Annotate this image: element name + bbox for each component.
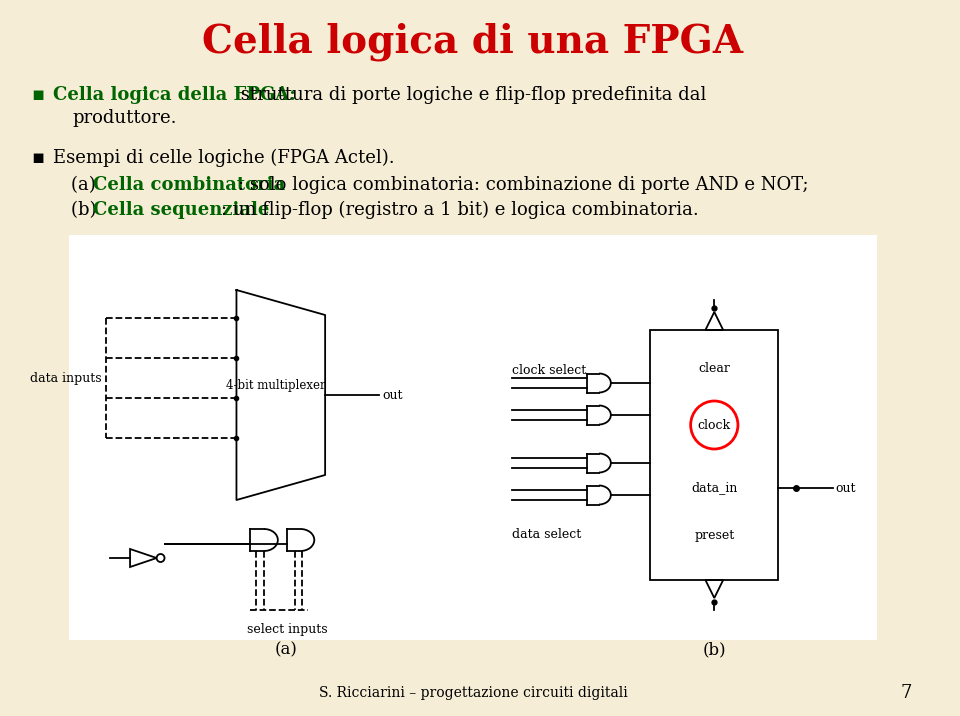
Text: Esempi di celle logiche (FPGA Actel).: Esempi di celle logiche (FPGA Actel). [53, 149, 395, 167]
Text: 7: 7 [900, 684, 912, 702]
Text: data inputs: data inputs [30, 372, 102, 384]
Text: ▪: ▪ [31, 149, 44, 167]
Text: clear: clear [698, 362, 731, 374]
Text: (a): (a) [275, 642, 298, 659]
Text: 4-bit multiplexer: 4-bit multiplexer [226, 379, 325, 392]
Text: data_in: data_in [691, 481, 737, 495]
Text: clock select: clock select [513, 364, 587, 377]
Text: out: out [382, 389, 403, 402]
Text: Cella logica della FPGA:: Cella logica della FPGA: [53, 86, 296, 104]
Text: produttore.: produttore. [73, 109, 178, 127]
Text: : solo logica combinatoria: combinazione di porte AND e NOT;: : solo logica combinatoria: combinazione… [238, 176, 809, 194]
Text: data select: data select [513, 528, 582, 541]
Text: (b): (b) [71, 201, 102, 219]
Text: clock: clock [698, 418, 731, 432]
FancyBboxPatch shape [650, 330, 779, 580]
Text: struttura di porte logiche e flip-flop predefinita dal: struttura di porte logiche e flip-flop p… [235, 86, 707, 104]
Text: S. Ricciarini – progettazione circuiti digitali: S. Ricciarini – progettazione circuiti d… [319, 686, 627, 700]
Text: Cella combinatoria: Cella combinatoria [92, 176, 285, 194]
Text: (b): (b) [703, 642, 726, 659]
Text: ▪: ▪ [31, 86, 44, 104]
Text: : un flip-flop (registro a 1 bit) e logica combinatoria.: : un flip-flop (registro a 1 bit) e logi… [221, 201, 699, 219]
Text: Cella sequenziale: Cella sequenziale [92, 201, 269, 219]
FancyBboxPatch shape [69, 235, 876, 640]
Text: Cella logica di una FPGA: Cella logica di una FPGA [203, 23, 743, 62]
Text: select inputs: select inputs [247, 624, 327, 637]
Text: out: out [835, 481, 856, 495]
Text: (a): (a) [71, 176, 102, 194]
Text: preset: preset [694, 528, 734, 541]
